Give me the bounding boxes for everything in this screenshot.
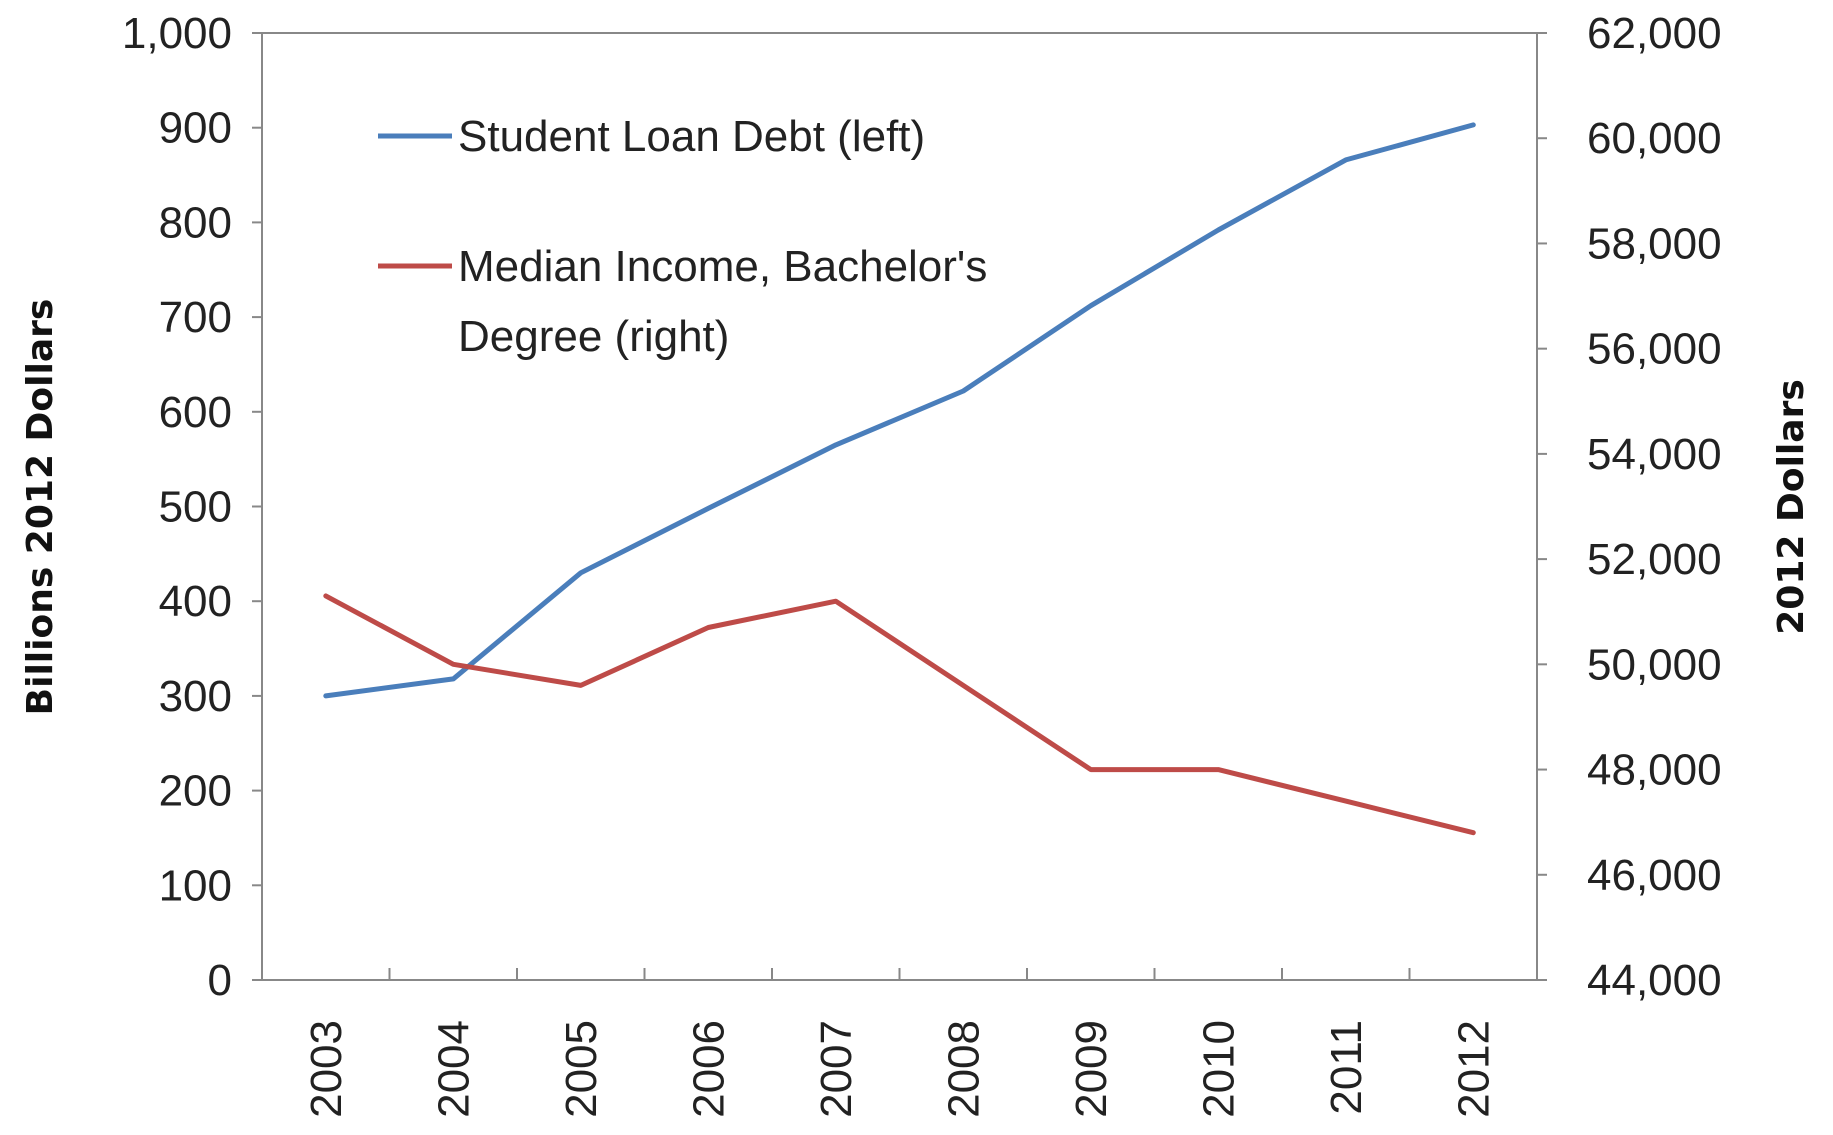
x-tick-label: 2004 [429,1020,478,1118]
x-tick-label: 2008 [939,1020,988,1118]
x-tick-label: 2009 [1067,1020,1116,1118]
left-tick-label: 700 [159,293,232,342]
x-tick-label: 2011 [1322,1020,1371,1115]
x-axis-ticks: 2003 2004 2005 2006 2007 2008 2009 2010 2011 2012 [261,968,1538,1118]
series-lines [323,122,1476,836]
series-line-student-loan-debt [323,122,1476,699]
left-axis-title: Billions 2012 Dollars [20,299,61,716]
legend-label-student-loan-debt: Student Loan Debt (left) [458,112,925,161]
right-tick-label: 46,000 [1587,851,1722,900]
plot-area [261,32,1538,981]
right-tick-label: 54,000 [1587,430,1722,479]
x-tick-label: 2006 [684,1020,733,1118]
left-axis-ticks: 0 100 200 300 400 500 600 700 800 900 1,000 [122,9,262,1005]
left-tick-label: 300 [159,672,232,721]
right-tick-label: 52,000 [1587,535,1722,584]
x-tick-label: 2010 [1194,1020,1243,1118]
series-line-median-income [323,593,1476,836]
legend-label-median-income: Degree (right) [458,312,729,361]
right-tick-label: 58,000 [1587,219,1722,268]
left-tick-label: 1,000 [122,9,232,58]
right-tick-label: 48,000 [1587,746,1722,795]
x-tick-label: 2005 [557,1020,606,1118]
right-tick-label: 62,000 [1587,9,1722,58]
left-tick-label: 600 [159,388,232,437]
left-tick-label: 900 [159,104,232,153]
x-tick-label: 2007 [812,1020,861,1118]
left-tick-label: 800 [159,198,232,247]
right-axis-title: 2012 Dollars [1771,379,1812,635]
legend: Student Loan Debt (left) Median Income, B… [378,112,987,361]
left-tick-label: 200 [159,767,232,816]
x-tick-label: 2003 [302,1020,351,1118]
right-tick-label: 50,000 [1587,640,1722,689]
right-tick-label: 60,000 [1587,114,1722,163]
legend-label-median-income: Median Income, Bachelor's [458,242,987,291]
left-tick-label: 400 [159,577,232,626]
x-tick-label: 2012 [1449,1020,1498,1118]
right-tick-label: 56,000 [1587,325,1722,374]
left-tick-label: 0 [208,956,232,1005]
plot-border [261,32,1538,981]
left-tick-label: 100 [159,861,232,910]
right-tick-label: 44,000 [1587,956,1722,1005]
left-tick-label: 500 [159,483,232,532]
right-axis-ticks: 44,000 46,000 48,000 50,000 52,000 54,000 56,0… [1537,9,1722,1005]
